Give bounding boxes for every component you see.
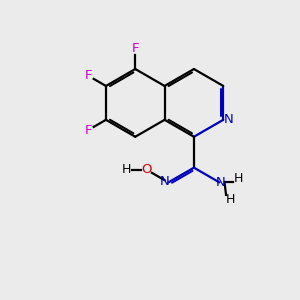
Text: N: N: [160, 175, 170, 188]
Text: N: N: [224, 113, 233, 126]
Text: O: O: [142, 164, 152, 176]
Text: H: H: [122, 164, 131, 176]
Text: N: N: [216, 176, 226, 189]
Text: F: F: [84, 69, 92, 82]
Text: F: F: [84, 124, 92, 136]
Text: F: F: [131, 42, 139, 55]
Text: H: H: [226, 194, 235, 206]
Text: H: H: [234, 172, 243, 185]
